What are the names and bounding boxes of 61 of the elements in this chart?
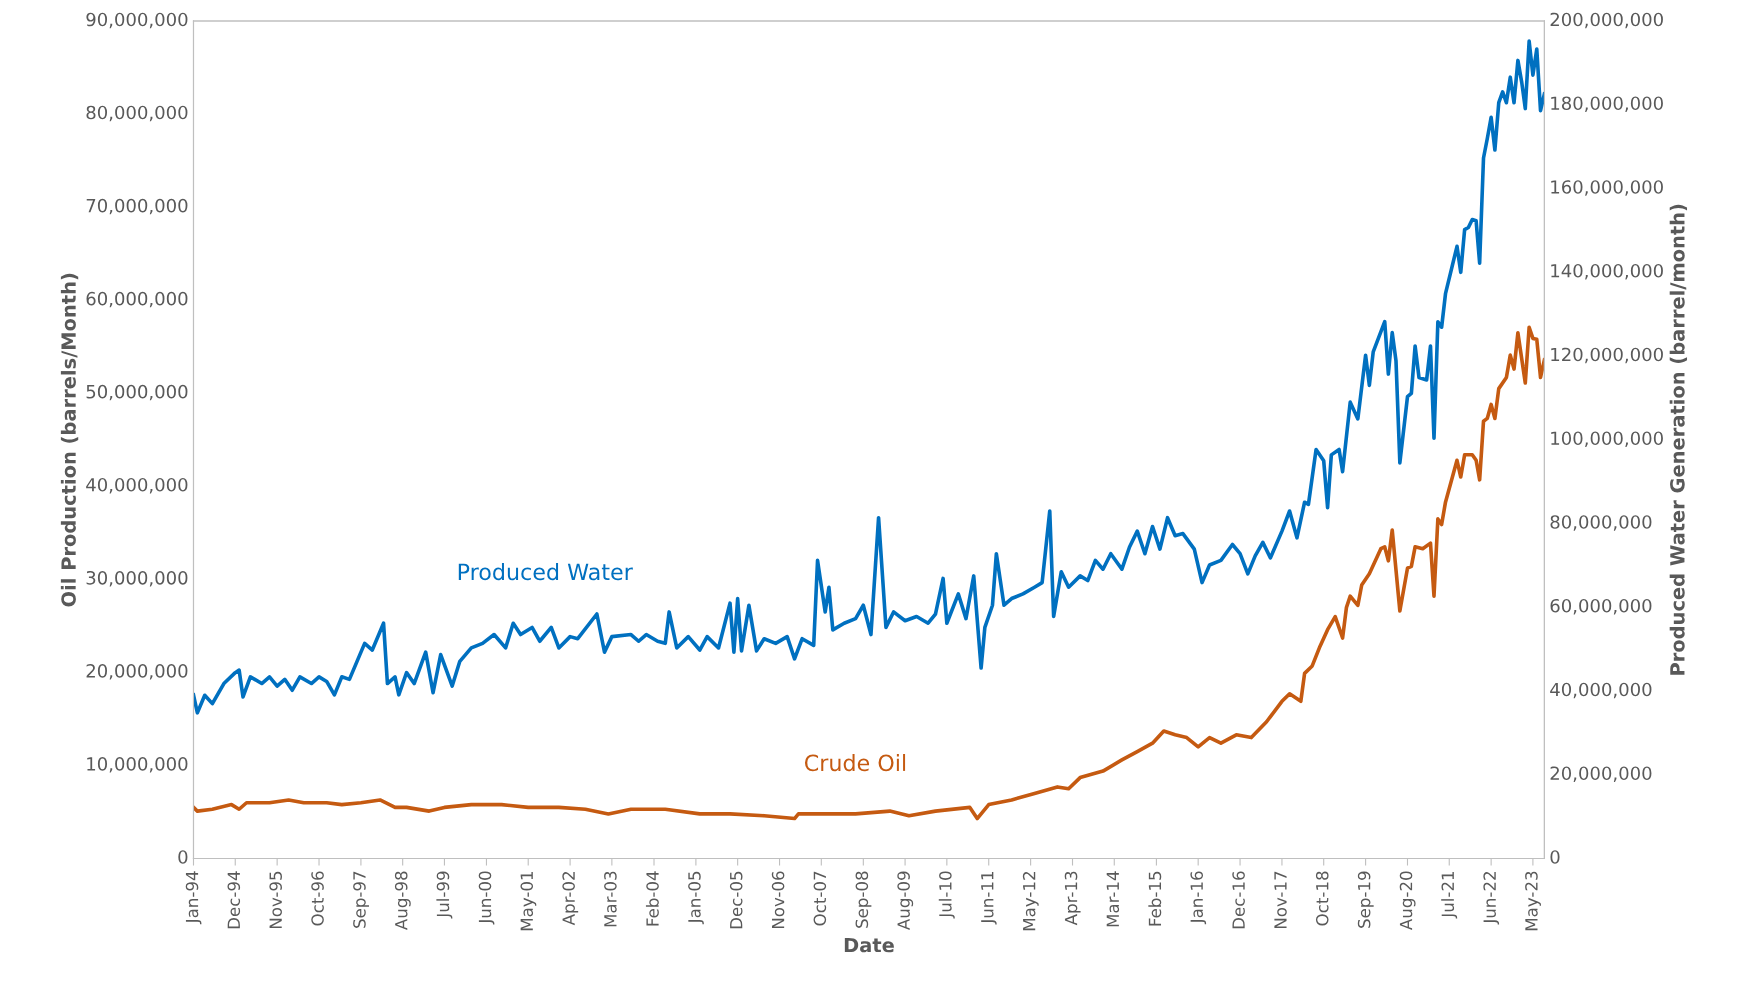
x-tick-label: Dec-16 <box>1232 871 1245 929</box>
y2-tick-label: 20,000,000 <box>1550 766 1652 782</box>
x-tick-label: Dec-05 <box>729 871 743 929</box>
y-tick-label: 10,000,000 <box>87 757 188 773</box>
x-tick-label: Aug-20 <box>1399 871 1416 931</box>
y-tick-label: 80,000,000 <box>86 105 188 122</box>
text: Produced Water <box>458 563 633 581</box>
x-tick-label: Nov-95 <box>269 871 282 929</box>
y2-tick-label: 160,000,000 <box>1551 180 1663 196</box>
x-tick-label: Aug-09 <box>897 871 914 931</box>
x-tick-label: Mar-03 <box>604 871 617 927</box>
line-series <box>193 325 1545 821</box>
y2-tick-label: 40,000,000 <box>1550 682 1652 699</box>
y-tick-label: 50,000,000 <box>86 384 188 401</box>
x-tick-label: Jun-11 <box>981 871 997 925</box>
x-tick-label: Dec-94 <box>227 871 241 929</box>
y2-tick-label: 120,000,000 <box>1551 347 1663 364</box>
x-tick-label: Jul-10 <box>938 871 955 919</box>
y-tick-label: 90,000,000 <box>86 12 188 29</box>
x-tick-label: Feb-04 <box>645 871 659 926</box>
series-label: Crude Oil <box>804 754 906 772</box>
x-tick-label: Nov-06 <box>771 871 785 929</box>
y2-axis-title: Produced Water Generation (barrel/month) <box>1669 204 1688 675</box>
y2-tick-label: 180,000,000 <box>1551 96 1663 112</box>
y-tick-label: 20,000,000 <box>86 664 188 680</box>
x-tick-label: Oct-96 <box>311 871 324 926</box>
y-tick-label: 60,000,000 <box>86 291 188 308</box>
y2-tick-label: 0 <box>1550 850 1560 864</box>
x-tick-label: Oct-07 <box>813 871 827 926</box>
x-tick-label: Sep-19 <box>1357 871 1374 928</box>
x-tick-label: Jan-16 <box>1190 871 1207 925</box>
x-tick-label: Feb-15 <box>1148 871 1162 926</box>
y2-tick-label: 60,000,000 <box>1550 598 1652 615</box>
x-tick-label: May-12 <box>1022 872 1039 931</box>
line-series <box>193 39 1545 715</box>
y-tick-label: 30,000,000 <box>86 570 188 587</box>
y-tick-label: 40,000,000 <box>86 477 188 494</box>
y-tick-label: 70,000,000 <box>86 198 188 215</box>
x-tick-label: Nov-17 <box>1274 871 1287 929</box>
y2-tick-label: 140,000,000 <box>1551 263 1663 280</box>
x-tick-label: May-01 <box>520 871 537 931</box>
x-axis-title: Date <box>844 937 894 953</box>
x-tick-label: Jun-00 <box>478 871 495 925</box>
y2-tick-label: 100,000,000 <box>1551 431 1663 447</box>
x-tick-label: Mar-14 <box>1106 871 1120 927</box>
x-tick-label: Aug-98 <box>394 871 411 931</box>
x-tick-label: Sep-08 <box>855 871 872 928</box>
x-tick-label: Jul-99 <box>436 871 453 919</box>
x-tick-label: Apr-02 <box>562 872 579 926</box>
x-tick-label: Jul-21 <box>1441 871 1458 919</box>
y-tick-label: 0 <box>178 850 188 864</box>
y2-tick-label: 200,000,000 <box>1550 12 1663 29</box>
x-tick-label: Apr-13 <box>1064 871 1081 926</box>
x-tick-label: May-23 <box>1525 871 1541 931</box>
x-tick-label: Sep-97 <box>353 871 369 928</box>
x-tick-label: Jun-22 <box>1483 872 1500 925</box>
x-tick-label: Jan-94 <box>185 871 202 925</box>
x-tick-label: Oct-18 <box>1315 871 1329 926</box>
y-axis-title: Oil Production (barrels/Month) <box>60 273 79 607</box>
x-tick-label: Jan-05 <box>688 871 704 925</box>
y2-tick-label: 80,000,000 <box>1550 515 1652 531</box>
